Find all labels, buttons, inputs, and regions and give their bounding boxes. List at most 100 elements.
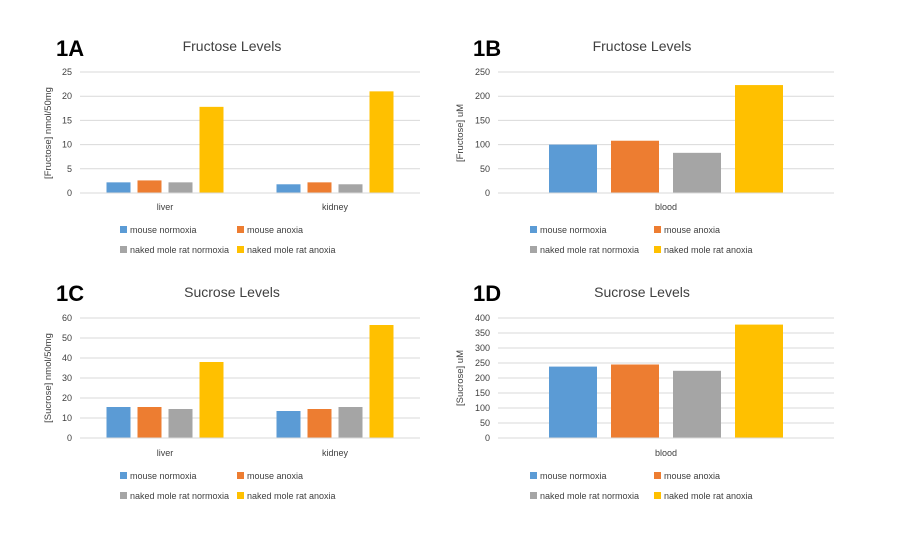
bar-mouse-anoxia-liver [137, 180, 162, 193]
legend-swatch [530, 492, 537, 499]
bar-naked-mole-rat-normoxia-liver [168, 182, 193, 193]
bar-naked-mole-rat-anoxia-liver [199, 362, 224, 438]
legend-swatch [237, 492, 244, 499]
y-tick-label: 20 [62, 91, 72, 101]
legend-swatch [120, 472, 127, 479]
y-axis-label: [Sucrose] uM [455, 350, 466, 406]
legend-label: mouse normoxia [540, 225, 607, 235]
legend-label: mouse anoxia [664, 471, 720, 481]
legend-label: mouse normoxia [130, 471, 197, 481]
y-tick-label: 400 [475, 313, 490, 323]
bar-mouse-anoxia-liver [137, 407, 162, 438]
legend-swatch [654, 226, 661, 233]
y-axis-label: [Fructose] nmol/50mg [43, 87, 54, 179]
legend-label: mouse anoxia [247, 225, 303, 235]
y-tick-label: 250 [475, 67, 490, 77]
chart-panel-1a: 1A Fructose Levels [Fructose] nmol/50mg 0 5 1… [43, 36, 420, 255]
bar-naked-mole-rat-anoxia-blood [735, 324, 783, 438]
y-tick-label: 60 [62, 313, 72, 323]
bar-mouse-anoxia-blood [611, 364, 659, 438]
bar-mouse-normoxia-liver [106, 182, 131, 193]
y-tick-label: 20 [62, 393, 72, 403]
y-tick-label: 5 [67, 164, 72, 174]
legend-label: mouse anoxia [664, 225, 720, 235]
chart-title: Fructose Levels [593, 38, 692, 54]
y-tick-label: 0 [67, 188, 72, 198]
panel-label: 1C [56, 281, 84, 306]
y-tick-label: 50 [480, 418, 490, 428]
x-category-label: kidney [322, 202, 349, 212]
bar-naked-mole-rat-anoxia-liver [199, 106, 224, 193]
y-tick-label: 0 [485, 433, 490, 443]
y-tick-label: 0 [485, 188, 490, 198]
panel-label: 1A [56, 36, 84, 61]
y-tick-label: 350 [475, 328, 490, 338]
y-tick-label: 150 [475, 115, 490, 125]
legend-label: naked mole rat normoxia [130, 245, 229, 255]
bar-naked-mole-rat-normoxia-kidney [338, 407, 363, 438]
bar-naked-mole-rat-anoxia-blood [735, 85, 783, 193]
legend-swatch [120, 492, 127, 499]
x-category-label: liver [157, 448, 174, 458]
legend-label: naked mole rat anoxia [247, 491, 336, 501]
bar-mouse-anoxia-kidney [307, 182, 332, 193]
bar-naked-mole-rat-anoxia-kidney [369, 325, 394, 438]
y-tick-label: 200 [475, 91, 490, 101]
y-tick-label: 0 [67, 433, 72, 443]
y-tick-label: 100 [475, 403, 490, 413]
legend-label: mouse normoxia [130, 225, 197, 235]
y-tick-label: 10 [62, 413, 72, 423]
legend-label: naked mole rat normoxia [540, 491, 639, 501]
legend-swatch [237, 472, 244, 479]
y-tick-label: 150 [475, 388, 490, 398]
legend-swatch [654, 492, 661, 499]
y-tick-label: 40 [62, 353, 72, 363]
bar-naked-mole-rat-normoxia-kidney [338, 184, 363, 193]
legend: mouse normoxia mouse anoxia naked mole rat… [530, 225, 753, 255]
legend: mouse normoxia mouse anoxia naked mole rat… [120, 471, 336, 501]
chart-panel-1b: 1B Fructose Levels [Fructose] uM 0 50 100 150 2… [455, 36, 834, 255]
chart-title: Fructose Levels [183, 38, 282, 54]
x-category-label: liver [157, 202, 174, 212]
legend-swatch [530, 246, 537, 253]
y-tick-label: 25 [62, 67, 72, 77]
bar-mouse-normoxia-kidney [276, 184, 301, 193]
y-tick-label: 250 [475, 358, 490, 368]
y-tick-label: 50 [480, 164, 490, 174]
panel-label: 1D [473, 281, 501, 306]
bar-naked-mole-rat-normoxia-blood [673, 370, 721, 438]
bar-mouse-anoxia-kidney [307, 409, 332, 438]
legend-swatch [654, 246, 661, 253]
bar-naked-mole-rat-normoxia-liver [168, 409, 193, 438]
y-tick-label: 30 [62, 373, 72, 383]
legend: mouse normoxia mouse anoxia naked mole rat… [120, 225, 336, 255]
bar-mouse-normoxia-blood [549, 144, 597, 193]
x-category-label: kidney [322, 448, 349, 458]
y-tick-label: 100 [475, 140, 490, 150]
bar-mouse-normoxia-kidney [276, 411, 301, 438]
panel-label: 1B [473, 36, 501, 61]
legend-label: naked mole rat anoxia [664, 245, 753, 255]
bar-naked-mole-rat-anoxia-kidney [369, 91, 394, 193]
bar-mouse-anoxia-blood [611, 140, 659, 193]
x-category-label: blood [655, 202, 677, 212]
y-axis-label: [Sucrose] nmol/50mg [43, 333, 54, 423]
chart-panel-1c: 1C Sucrose Levels [Sucrose] nmol/50mg 0 10 20… [43, 281, 420, 501]
legend-label: naked mole rat anoxia [664, 491, 753, 501]
legend-swatch [654, 472, 661, 479]
legend-swatch [530, 226, 537, 233]
legend-label: mouse anoxia [247, 471, 303, 481]
bar-mouse-normoxia-liver [106, 407, 131, 438]
y-tick-label: 15 [62, 115, 72, 125]
legend-swatch [237, 246, 244, 253]
y-axis-label: [Fructose] uM [455, 104, 466, 162]
legend: mouse normoxia mouse anoxia naked mole rat… [530, 471, 753, 501]
legend-swatch [237, 226, 244, 233]
y-tick-label: 200 [475, 373, 490, 383]
legend-swatch [120, 246, 127, 253]
y-tick-label: 50 [62, 333, 72, 343]
legend-label: naked mole rat anoxia [247, 245, 336, 255]
legend-label: naked mole rat normoxia [130, 491, 229, 501]
legend-label: mouse normoxia [540, 471, 607, 481]
legend-label: naked mole rat normoxia [540, 245, 639, 255]
